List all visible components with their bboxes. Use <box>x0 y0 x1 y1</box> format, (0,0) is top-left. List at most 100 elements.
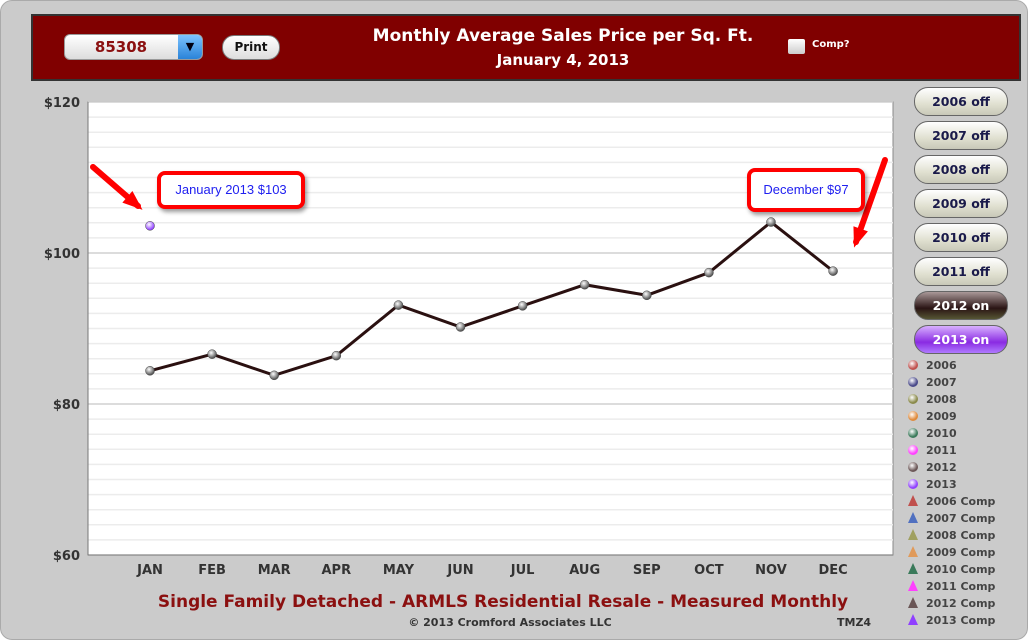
x-tick-label: JUL <box>510 563 535 578</box>
x-tick-label: OCT <box>694 563 724 578</box>
legend-item: 2007 <box>908 374 957 391</box>
legend-label: 2011 <box>926 444 957 457</box>
comp-checkbox[interactable] <box>788 39 805 54</box>
legend-label: 2009 Comp <box>926 546 996 559</box>
legend-item: 2013 <box>908 476 957 493</box>
legend-item: 2012 <box>908 459 957 476</box>
arrow-icon-head <box>122 191 143 210</box>
year-toggle-2013[interactable]: 2013 on <box>914 325 1008 354</box>
legend-label: 2010 <box>926 427 957 440</box>
legend-item: 2007 Comp <box>908 510 995 527</box>
x-tick-label: APR <box>321 563 351 578</box>
legend-item: 2011 <box>908 442 957 459</box>
print-button[interactable]: Print <box>222 35 280 60</box>
legend-item: 2006 Comp <box>908 493 995 510</box>
triangle-marker-icon <box>908 546 918 557</box>
circle-marker-icon <box>908 360 918 370</box>
data-point-2013[interactable] <box>145 221 155 231</box>
year-toggle-2006[interactable]: 2006 off <box>914 87 1008 116</box>
data-point-2012[interactable] <box>393 300 404 310</box>
legend-item: 2010 <box>908 425 957 442</box>
year-toggle-2008[interactable]: 2008 off <box>914 155 1008 184</box>
x-tick-label: JUN <box>446 563 473 578</box>
y-tick-label: $60 <box>53 549 80 564</box>
chart-code: TMZ4 <box>837 616 872 629</box>
x-tick-label: NOV <box>755 563 787 578</box>
x-tick-label: SEP <box>633 563 661 578</box>
data-point-2012[interactable] <box>579 279 590 290</box>
legend-label: 2011 Comp <box>926 580 996 593</box>
legend-item: 2008 <box>908 391 957 408</box>
chart-date: January 4, 2013 <box>496 51 630 69</box>
circle-marker-icon <box>908 445 918 455</box>
legend-label: 2009 <box>926 410 957 423</box>
triangle-marker-icon <box>908 529 918 540</box>
legend-label: 2012 <box>926 461 957 474</box>
circle-marker-icon <box>908 462 918 472</box>
legend-label: 2013 Comp <box>926 614 996 627</box>
legend-item: 2012 Comp <box>908 595 995 612</box>
legend-label: 2008 Comp <box>926 529 996 542</box>
data-point-2012[interactable] <box>145 366 155 376</box>
annotation-january-2013: January 2013 $103 <box>157 171 305 209</box>
header-bar: 85308 ▼ Print Monthly Average Sales Price… <box>31 14 1021 81</box>
triangle-marker-icon <box>908 512 918 523</box>
legend-item: 2013 Comp <box>908 612 995 629</box>
data-point-2012[interactable] <box>704 267 714 278</box>
data-point-2012[interactable] <box>642 290 652 301</box>
legend-label: 2010 Comp <box>926 563 996 576</box>
data-point-2012[interactable] <box>331 350 342 361</box>
x-tick-label: JAN <box>136 563 163 578</box>
x-tick-label: MAY <box>383 563 415 578</box>
legend-label: 2007 <box>926 376 957 389</box>
legend-label: 2006 <box>926 359 957 372</box>
chart-title: Monthly Average Sales Price per Sq. Ft. <box>372 26 754 46</box>
y-tick-label: $120 <box>44 96 80 111</box>
x-tick-label: DEC <box>818 563 847 578</box>
circle-marker-icon <box>908 428 918 438</box>
comp-label: Comp? <box>812 39 850 50</box>
year-toggle-2012[interactable]: 2012 on <box>914 291 1008 320</box>
legend-item: 2009 Comp <box>908 544 995 561</box>
year-toggle-2009[interactable]: 2009 off <box>914 189 1008 218</box>
circle-marker-icon <box>908 411 918 421</box>
legend-label: 2012 Comp <box>926 597 996 610</box>
year-toggle-2007[interactable]: 2007 off <box>914 121 1008 150</box>
legend-item: 2011 Comp <box>908 578 995 595</box>
legend-item: 2006 <box>908 357 957 374</box>
circle-marker-icon <box>908 377 918 387</box>
data-point-2012[interactable] <box>828 266 838 276</box>
year-toggle-2011[interactable]: 2011 off <box>914 257 1008 286</box>
circle-marker-icon <box>908 394 918 404</box>
legend-label: 2007 Comp <box>926 512 996 525</box>
series-line-2012 <box>149 220 835 377</box>
chevron-down-icon[interactable]: ▼ <box>178 35 202 59</box>
triangle-marker-icon <box>908 614 918 625</box>
legend-label: 2013 <box>926 478 957 491</box>
legend-item: 2010 Comp <box>908 561 995 578</box>
chart-subtitle: Single Family Detached - ARMLS Residenti… <box>157 592 849 612</box>
y-tick-label: $80 <box>53 398 80 413</box>
triangle-marker-icon <box>908 597 918 608</box>
data-point-2012[interactable] <box>766 217 776 227</box>
data-point-2012[interactable] <box>455 322 466 332</box>
x-tick-label: AUG <box>569 563 600 578</box>
data-point-2012[interactable] <box>517 301 528 311</box>
x-tick-label: MAR <box>258 563 291 578</box>
legend-label: 2006 Comp <box>926 495 996 508</box>
data-point-2012[interactable] <box>207 349 217 359</box>
data-point-2012[interactable] <box>269 370 279 381</box>
triangle-marker-icon <box>908 495 918 506</box>
annotation-december: December $97 <box>747 168 865 212</box>
legend-item: 2009 <box>908 408 957 425</box>
x-tick-label: FEB <box>198 563 226 578</box>
circle-marker-icon <box>908 479 918 489</box>
legend-label: 2008 <box>926 393 957 406</box>
zip-value: 85308 <box>94 38 148 56</box>
y-tick-label: $100 <box>44 247 80 262</box>
triangle-marker-icon <box>908 563 918 574</box>
triangle-marker-icon <box>908 580 918 591</box>
year-toggle-2010[interactable]: 2010 off <box>914 223 1008 252</box>
zip-select[interactable]: 85308 ▼ <box>64 34 203 60</box>
